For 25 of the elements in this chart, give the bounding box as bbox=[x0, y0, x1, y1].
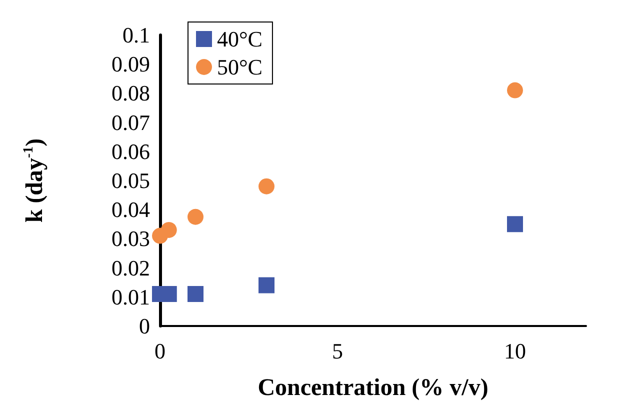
x-tick-label: 0 bbox=[154, 338, 166, 364]
y-tick-label: 0.01 bbox=[112, 284, 150, 310]
point bbox=[188, 286, 204, 302]
point bbox=[507, 82, 523, 98]
y-tick-label: 0.07 bbox=[112, 110, 150, 135]
y-axis-title: k (day-1) bbox=[22, 138, 48, 223]
legend-label: 50°C bbox=[217, 54, 262, 80]
y-tick-label: 0 bbox=[139, 314, 150, 338]
y-tick-label: 0.03 bbox=[112, 226, 150, 252]
point bbox=[507, 216, 523, 232]
y-tick-label: 0.08 bbox=[112, 80, 150, 106]
x-axis-title: Concentration (% v/v) bbox=[258, 375, 488, 401]
legend-label: 40°C bbox=[217, 26, 262, 52]
y-tick-label: 0.04 bbox=[112, 197, 150, 222]
point bbox=[258, 178, 274, 194]
x-tick-label: 10 bbox=[504, 338, 526, 364]
y-tick-label: 0.02 bbox=[112, 255, 150, 280]
point bbox=[160, 222, 177, 238]
y-tick-label: 0.06 bbox=[112, 138, 150, 164]
y-tick-label: 0.09 bbox=[112, 52, 150, 77]
point bbox=[258, 277, 274, 294]
y-tick-label: 0.1 bbox=[122, 22, 150, 48]
x-tick-label: 5 bbox=[332, 338, 343, 364]
y-tick-label: 0.05 bbox=[112, 168, 150, 193]
point bbox=[188, 208, 204, 225]
